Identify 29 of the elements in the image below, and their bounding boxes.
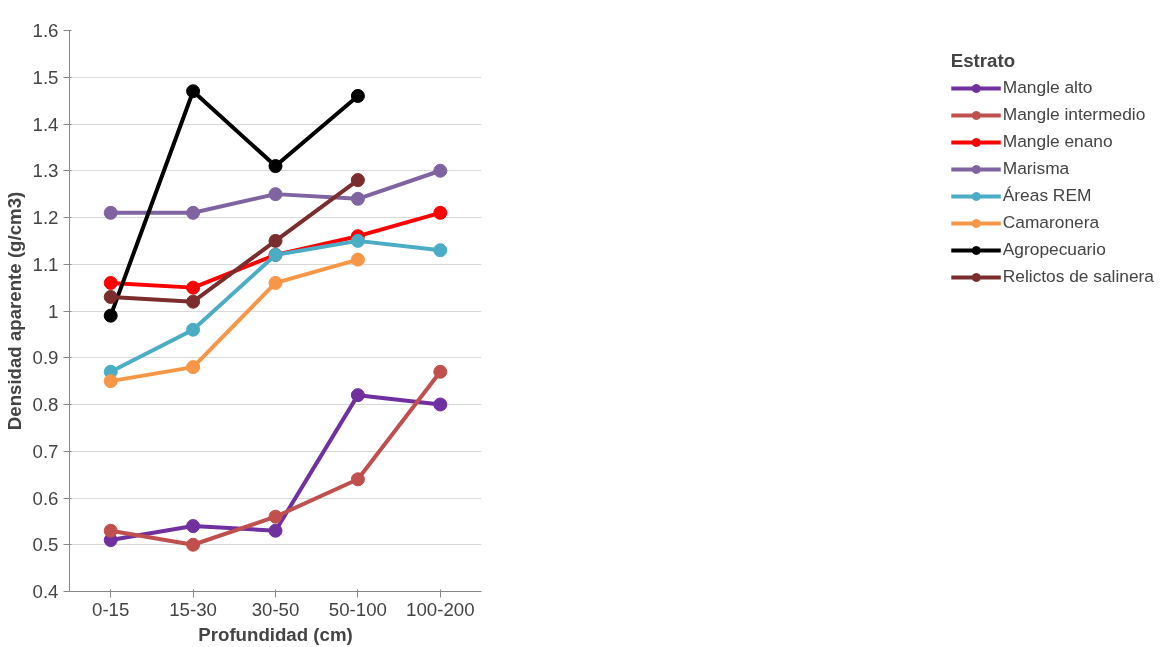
y-tick-label: 1.5 bbox=[32, 66, 59, 88]
legend-label: Camaronera bbox=[1002, 212, 1100, 233]
legend-label: Mangle alto bbox=[1002, 77, 1093, 98]
legend-label: Marisma bbox=[1002, 158, 1070, 179]
x-tick-label: 30-50 bbox=[251, 598, 300, 620]
x-tick-label: 0-15 bbox=[92, 598, 130, 620]
y-axis-title: Densidad aparente (g/cm3) bbox=[3, 191, 25, 431]
x-tick-label: 50-100 bbox=[328, 598, 387, 620]
y-tick-label: 0.8 bbox=[32, 394, 59, 415]
legend-label: Áreas REM bbox=[1002, 185, 1092, 206]
y-tick-label: 0.7 bbox=[32, 440, 59, 462]
y-tick-label: 1 bbox=[48, 300, 59, 322]
legend-label: Mangle intermedio bbox=[1002, 104, 1146, 125]
legend-label: Relictos de salinera bbox=[1002, 266, 1154, 287]
x-tick-label: 15-30 bbox=[169, 598, 217, 620]
y-tick-label: 1.4 bbox=[32, 113, 59, 135]
y-tick-label: 0.6 bbox=[32, 487, 59, 509]
y-tick-label: 1.2 bbox=[32, 207, 59, 228]
y-tick-label: 0.4 bbox=[32, 581, 59, 602]
y-tick-label: 1.3 bbox=[32, 160, 59, 182]
x-tick-label: 100-200 bbox=[406, 598, 475, 620]
legend-title: Estrato bbox=[950, 50, 1017, 72]
y-tick-label: 0.5 bbox=[32, 534, 59, 556]
legend-label: Mangle enano bbox=[1002, 131, 1113, 152]
y-tick-label: 0.9 bbox=[32, 347, 59, 369]
y-tick-label: 1.6 bbox=[32, 20, 59, 41]
y-tick-label: 1.1 bbox=[32, 253, 59, 275]
x-axis-title: Profundidad (cm) bbox=[198, 623, 353, 645]
legend-label: Agropecuario bbox=[1002, 239, 1106, 260]
